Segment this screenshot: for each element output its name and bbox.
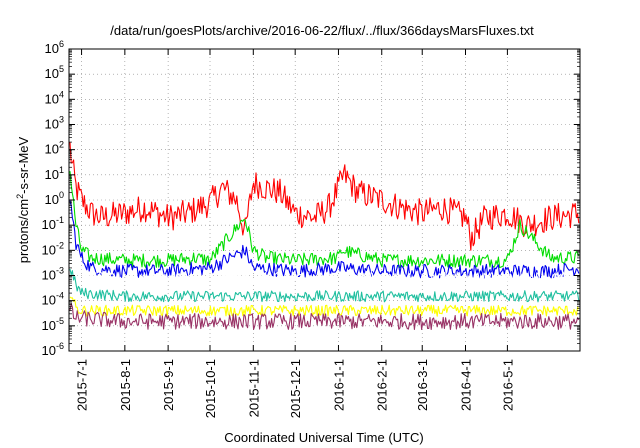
y-tick-label: 101 (45, 165, 64, 182)
chart-title: /data/run/goesPlots/archive/2016-06-22/f… (110, 23, 534, 38)
series-line (69, 142, 580, 251)
x-tick-label: 2016-3-1 (415, 359, 430, 411)
x-tick-label: 2016-5-1 (500, 359, 515, 411)
series-line (69, 303, 580, 330)
y-tick-label: 106 (45, 39, 64, 56)
y-tick-label: 100 (45, 190, 64, 207)
y-axis-ticks: 10-6 10-5 10-4 10-3 10-2 10-1 100 101 102 103 104 1… (42, 39, 580, 358)
x-tick-label: 2015-10-1 (203, 359, 218, 418)
series-layer (69, 142, 580, 330)
y-tick-label: 102 (45, 140, 64, 157)
y-tick-label: 10-6 (42, 341, 64, 358)
x-tick-label: 2015-12-1 (288, 359, 303, 418)
grid-lines (69, 49, 580, 351)
x-tick-label: 2016-1-1 (331, 359, 346, 411)
y-tick-label: 10-4 (42, 291, 64, 308)
x-tick-label: 2015-7-1 (75, 359, 90, 411)
x-tick-label: 2015-8-1 (118, 359, 133, 411)
y-tick-label: 10-2 (42, 240, 64, 257)
y-tick-label: 10-1 (42, 215, 64, 232)
y-tick-label: 104 (45, 89, 64, 106)
y-tick-label: 10-5 (42, 316, 64, 333)
y-tick-label: 105 (45, 64, 64, 81)
y-axis-label: protons/cm2-s-sr-MeV (15, 136, 31, 263)
x-tick-label: 2015-11-1 (246, 359, 261, 417)
series-line (69, 255, 580, 284)
x-axis-ticks: 2015-7-1 2015-8-1 2015-9-1 2015-10-1 2015-11… (75, 49, 515, 418)
y-tick-label: 10-3 (42, 266, 64, 283)
x-tick-label: 2015-9-1 (161, 359, 176, 411)
x-axis-label: Coordinated Universal Time (UTC) (224, 430, 423, 445)
series-line (69, 171, 580, 268)
x-tick-label: 2016-4-1 (459, 359, 474, 411)
y-tick-label: 103 (45, 115, 64, 132)
series-line (69, 200, 580, 279)
series-line (69, 268, 580, 303)
series-line (69, 296, 580, 317)
x-tick-label: 2016-2-1 (375, 359, 390, 411)
